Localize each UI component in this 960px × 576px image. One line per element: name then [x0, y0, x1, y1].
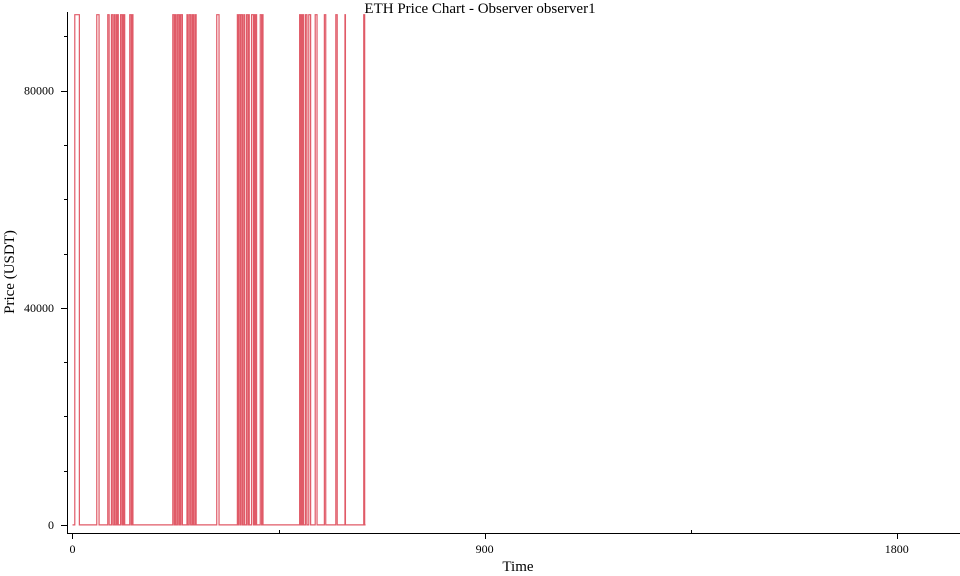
y-axis: 0 40000 80000 [24, 12, 68, 533]
chart-title: ETH Price Chart - Observer observer1 [364, 1, 595, 17]
y-tick-label: 80000 [24, 84, 54, 98]
price-series-line [72, 14, 366, 526]
x-tick-label: 900 [476, 542, 494, 556]
x-tick-label: 0 [69, 542, 75, 556]
x-axis: 0 900 1800 [67, 530, 960, 556]
x-axis-label: Time [502, 559, 533, 575]
y-tick-label: 40000 [24, 301, 54, 315]
x-tick-label: 1800 [885, 542, 909, 556]
y-tick-label: 0 [48, 518, 54, 532]
y-axis-label: Price (USDT) [2, 230, 18, 314]
plot-area [72, 14, 366, 526]
